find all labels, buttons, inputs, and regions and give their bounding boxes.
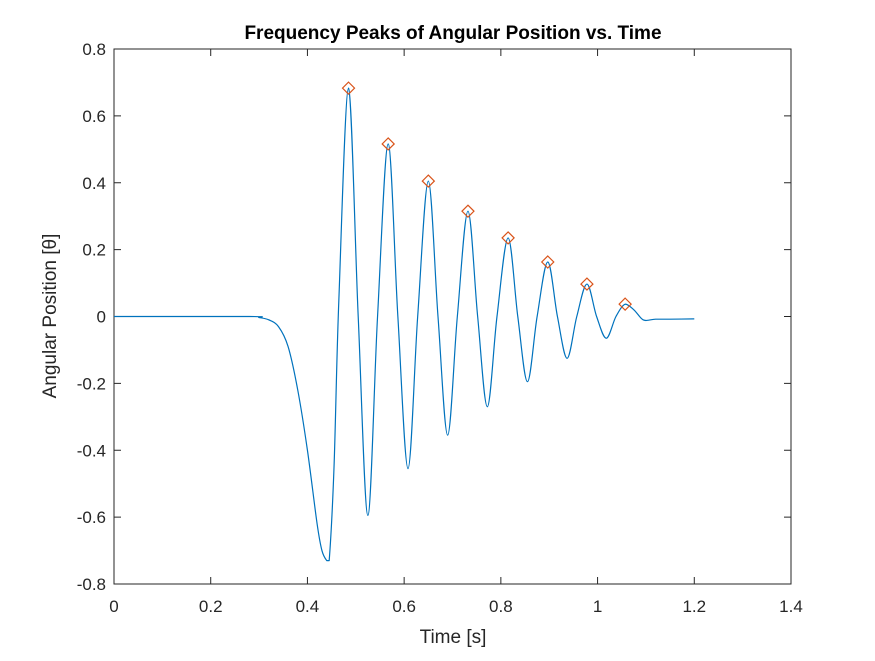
peak-marker bbox=[341, 81, 356, 95]
y-tick-label: 0.6 bbox=[82, 107, 106, 126]
x-tick-label: 0.8 bbox=[489, 597, 513, 616]
chart-title: Frequency Peaks of Angular Position vs. … bbox=[244, 23, 661, 44]
peak-marker bbox=[540, 255, 555, 269]
peak-marker bbox=[381, 137, 396, 151]
peak-markers bbox=[341, 81, 632, 311]
x-tick-label: 1.2 bbox=[682, 597, 706, 616]
peak-marker bbox=[501, 231, 515, 245]
series-layer bbox=[114, 87, 695, 562]
x-tick-label: 1 bbox=[593, 597, 602, 616]
axis-ticks bbox=[113, 48, 792, 585]
peak-marker bbox=[618, 297, 632, 311]
y-tick-label: 0.4 bbox=[82, 174, 106, 193]
angular-position-line bbox=[114, 87, 695, 562]
x-tick-label: 1.4 bbox=[779, 597, 803, 616]
x-tick-label: 0 bbox=[109, 597, 118, 616]
y-tick-label: 0.2 bbox=[82, 241, 106, 260]
peak-marker bbox=[461, 204, 475, 219]
y-tick-label: -0.2 bbox=[77, 374, 106, 393]
x-tick-label: 0.4 bbox=[296, 597, 320, 616]
y-tick-label: 0 bbox=[97, 308, 106, 327]
peak-marker bbox=[421, 174, 436, 188]
x-axis-label: Time [s] bbox=[420, 627, 487, 648]
y-tick-label: -0.8 bbox=[77, 575, 106, 594]
peak-marker bbox=[580, 277, 594, 291]
tick-labels: 0 0.2 0.4 0.6 0.8 1 1.2 1.4 0.8 0.6 0.4 0.2 0 -0.2 -0.… bbox=[77, 40, 803, 616]
y-tick-label: -0.4 bbox=[77, 441, 106, 460]
y-axis-label: Angular Position [θ] bbox=[40, 234, 61, 399]
x-tick-label: 0.2 bbox=[199, 597, 223, 616]
y-tick-label: -0.6 bbox=[77, 508, 106, 527]
x-tick-label: 0.6 bbox=[392, 597, 416, 616]
y-tick-label: 0.8 bbox=[82, 40, 106, 59]
